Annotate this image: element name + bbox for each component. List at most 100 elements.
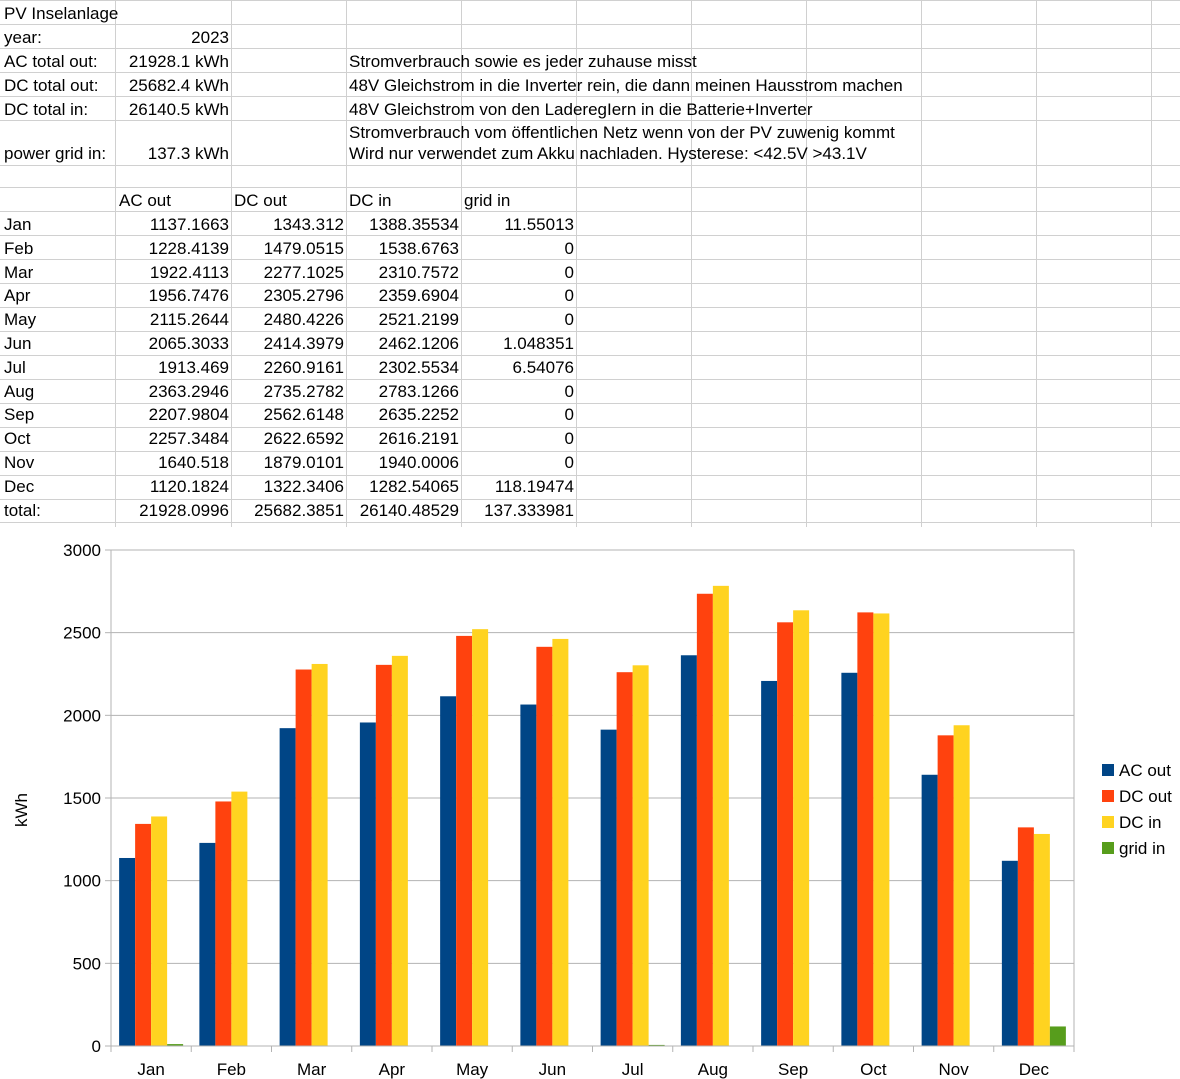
x-tick-label: Feb: [217, 1060, 246, 1079]
x-tick-label: Sep: [778, 1060, 808, 1079]
table-cell[interactable]: 137.333981: [484, 500, 574, 520]
table-cell[interactable]: 2359.6904: [378, 286, 459, 306]
header-grid-in[interactable]: grid in: [464, 191, 511, 210]
table-cell[interactable]: 0: [564, 405, 574, 425]
grid-note-2[interactable]: Wird nur verwendet zum Akku nachladen. H…: [349, 144, 867, 163]
table-cell[interactable]: 1913.469: [158, 357, 229, 377]
bar-ac-out: [680, 655, 697, 1046]
table-cell[interactable]: 0: [564, 381, 574, 401]
header-ac-out[interactable]: AC out: [119, 191, 171, 210]
row-label[interactable]: Jul: [4, 357, 26, 377]
table-cell[interactable]: 2065.3033: [148, 334, 229, 353]
row-label[interactable]: Apr: [4, 286, 31, 306]
row-label[interactable]: total:: [4, 500, 41, 520]
table-cell[interactable]: 2735.2782: [263, 381, 344, 401]
table-cell[interactable]: 1120.1824: [149, 476, 229, 496]
table-cell[interactable]: 2277.1025: [263, 262, 344, 282]
bar-dc-out: [616, 672, 633, 1046]
table-cell[interactable]: 0: [564, 310, 574, 330]
table-cell[interactable]: 2363.2946: [148, 381, 229, 401]
bar-ac-out: [600, 729, 617, 1046]
year-label[interactable]: year:: [4, 28, 42, 47]
table-cell[interactable]: 1479.0515: [263, 238, 344, 258]
row-label[interactable]: Aug: [4, 381, 35, 401]
row-label[interactable]: May: [4, 310, 37, 330]
header-dc-in[interactable]: DC in: [349, 191, 392, 210]
table-cell[interactable]: 2310.7572: [378, 262, 459, 282]
row-label[interactable]: Nov: [4, 453, 35, 472]
table-cell[interactable]: 11.55013: [504, 215, 574, 234]
table-cell[interactable]: 2616.2191: [378, 429, 459, 449]
row-label[interactable]: Mar: [4, 262, 34, 282]
table-cell[interactable]: 2257.3484: [148, 429, 229, 449]
table-cell[interactable]: 2562.6148: [263, 405, 344, 425]
table-cell[interactable]: 2207.9804: [148, 405, 229, 425]
row-label[interactable]: Jun: [4, 334, 32, 353]
table-cell[interactable]: 1388.35534: [369, 215, 459, 234]
grid-note-1[interactable]: Stromverbrauch vom öffentlichen Netz wen…: [349, 123, 895, 142]
table-cell[interactable]: 21928.0996: [139, 500, 229, 520]
table-cell[interactable]: 1343.312: [273, 215, 344, 234]
row-label[interactable]: Jan: [4, 215, 32, 234]
dc-in-label[interactable]: DC total in:: [4, 100, 89, 119]
table-cell[interactable]: 2305.2796: [263, 286, 344, 306]
table-cell[interactable]: 2635.2252: [378, 405, 459, 425]
ac-total-label[interactable]: AC total out:: [4, 52, 98, 71]
table-cell[interactable]: 1956.7476: [148, 286, 229, 306]
table-cell[interactable]: 2783.1266: [378, 381, 459, 401]
dc-out-value[interactable]: 25682.4 kWh: [128, 76, 229, 95]
table-cell[interactable]: 1640.518: [158, 453, 229, 472]
header-dc-out[interactable]: DC out: [234, 191, 287, 210]
table-cell[interactable]: 26140.48529: [359, 500, 459, 520]
dc-in-note[interactable]: 48V Gleichstrom von den LaderegIern in d…: [349, 100, 813, 119]
table-cell[interactable]: 1922.4113: [149, 262, 229, 282]
year-value[interactable]: 2023: [191, 28, 229, 47]
table-cell[interactable]: 0: [564, 429, 574, 449]
row-divider: [0, 331, 1180, 332]
dc-out-note[interactable]: 48V Gleichstrom in die Inverter rein, di…: [349, 76, 903, 95]
table-cell[interactable]: 0: [564, 453, 574, 472]
table-cell[interactable]: 0: [564, 238, 574, 258]
table-cell[interactable]: 2260.9161: [263, 357, 344, 377]
table-cell[interactable]: 2302.5534: [378, 357, 459, 377]
row-label[interactable]: Dec: [4, 476, 35, 496]
sheet-title[interactable]: PV Inselanlage: [4, 4, 119, 23]
table-cell[interactable]: 1.048351: [503, 334, 574, 353]
grid-label[interactable]: power grid in:: [4, 144, 107, 163]
ac-total-note[interactable]: Stromverbrauch sowie es jeder zuhause mi…: [349, 52, 697, 71]
table-cell[interactable]: 2480.4226: [263, 310, 344, 330]
row-label[interactable]: Sep: [4, 405, 35, 425]
legend-swatch: [1102, 816, 1114, 828]
table-cell[interactable]: 6.54076: [512, 357, 574, 377]
bar-ac-out: [761, 680, 778, 1046]
table-cell[interactable]: 2414.3979: [263, 334, 344, 353]
table-cell[interactable]: 1940.0006: [378, 453, 459, 472]
table-cell[interactable]: 2115.2644: [149, 310, 229, 330]
dc-out-label[interactable]: DC total out:: [4, 76, 99, 95]
table-cell[interactable]: 25682.3851: [254, 500, 344, 520]
table-cell[interactable]: 0: [564, 286, 574, 306]
table-cell[interactable]: 2462.1206: [378, 334, 459, 353]
y-tick-label: 0: [92, 1037, 101, 1056]
table-cell[interactable]: 118.19474: [494, 476, 574, 496]
grid-value[interactable]: 137.3 kWh: [147, 144, 229, 163]
row-divider: [0, 259, 1180, 260]
legend-label: grid in: [1119, 839, 1165, 858]
bar-dc-in: [391, 655, 408, 1046]
table-cell[interactable]: 2622.6592: [263, 429, 344, 449]
table-cell[interactable]: 0: [564, 262, 574, 282]
table-cell[interactable]: 2521.2199: [378, 310, 459, 330]
table-cell[interactable]: 1228.4139: [148, 238, 229, 258]
spreadsheet: PV Inselanlage year: 2023 AC total out: …: [0, 0, 1180, 527]
row-label[interactable]: Oct: [4, 429, 31, 449]
table-cell[interactable]: 1879.0101: [263, 453, 344, 472]
dc-in-value[interactable]: 26140.5 kWh: [128, 100, 229, 119]
ac-total-value[interactable]: 21928.1 kWh: [128, 52, 229, 71]
table-cell[interactable]: 1137.1663: [149, 215, 229, 234]
row-label[interactable]: Feb: [4, 238, 34, 258]
bar-dc-in: [1033, 833, 1050, 1046]
row-divider: [0, 96, 1180, 97]
table-cell[interactable]: 1538.6763: [378, 238, 459, 258]
table-cell[interactable]: 1322.3406: [263, 476, 344, 496]
table-cell[interactable]: 1282.54065: [369, 476, 459, 496]
